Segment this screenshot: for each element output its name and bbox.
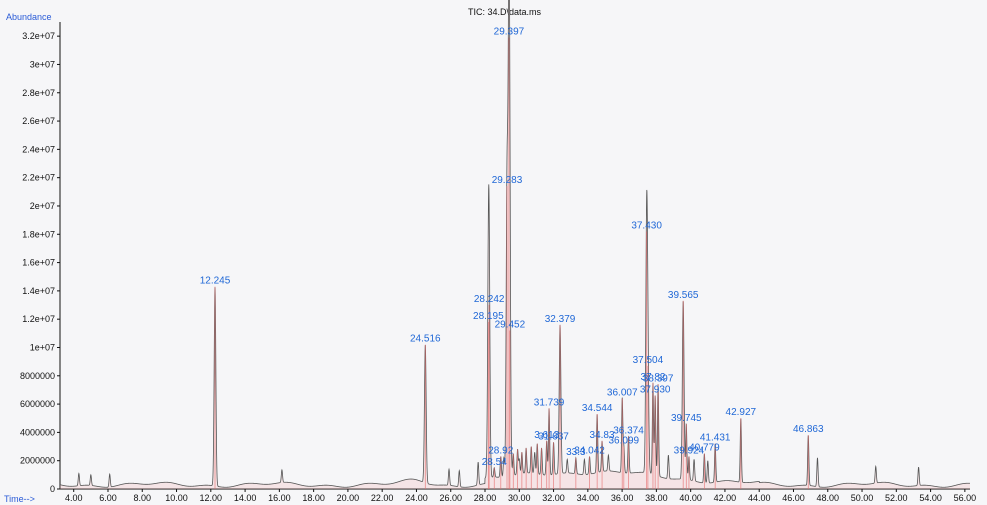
peak-label-38: 46.863 — [793, 424, 824, 435]
peak-label-34: 39.924 — [674, 445, 705, 456]
peak-label-7: 29.397 — [494, 27, 525, 38]
x-tick-label-6: 16.00 — [268, 493, 291, 503]
x-tick-label-12: 28.00 — [474, 493, 497, 503]
peak-label-20: 33.3 — [566, 447, 586, 458]
x-tick-label-0: 4.00 — [65, 493, 83, 503]
peak-label-1: 24.516 — [410, 334, 441, 345]
y-tick-label-4: 8000000 — [20, 371, 55, 381]
x-tick-label-5: 14.00 — [234, 493, 257, 503]
x-tick-label-3: 10.00 — [165, 493, 188, 503]
y-tick-label-6: 1.2e+07 — [22, 314, 55, 324]
peak-label-6: 29.283 — [492, 175, 523, 186]
y-tick-label-1: 2000000 — [20, 456, 55, 466]
x-tick-label-17: 38.00 — [645, 493, 668, 503]
x-tick-label-23: 50.00 — [851, 493, 874, 503]
tic-trace — [59, 0, 970, 489]
x-tick-label-13: 30.00 — [508, 493, 531, 503]
x-tick-label-4: 12.00 — [200, 493, 223, 503]
y-tick-label-5: 1e+07 — [30, 342, 55, 352]
x-tick-label-24: 52.00 — [885, 493, 908, 503]
peak-label-5: 28.92 — [488, 445, 513, 456]
peak-label-37: 42.927 — [726, 407, 757, 418]
peak-label-22: 34.544 — [582, 403, 613, 414]
x-tick-label-1: 6.00 — [99, 493, 117, 503]
y-tick-label-3: 6000000 — [20, 399, 55, 409]
peak-label-29: 37.82 — [640, 372, 665, 383]
x-tick-label-18: 40.00 — [679, 493, 702, 503]
x-tick-label-25: 54.00 — [919, 493, 942, 503]
y-tick-label-7: 1.4e+07 — [22, 286, 55, 296]
peak-label-35: 40.779 — [689, 443, 720, 454]
x-axis-title: Time--> — [4, 494, 35, 504]
axes: 0 2000000 4000000 6000000 8000000 1e+07 1.2e+0… — [20, 22, 976, 503]
peak-label-27: 37.430 — [631, 220, 662, 231]
y-tick-label-15: 3e+07 — [30, 59, 55, 69]
x-tick-label-19: 42.00 — [714, 493, 737, 503]
peak-label-26: 36.099 — [609, 436, 640, 447]
y-tick-label-0: 0 — [50, 484, 55, 494]
x-tick-label-9: 22.00 — [371, 493, 394, 503]
x-tick-label-15: 34.00 — [577, 493, 600, 503]
peak-label-8: 29.452 — [495, 320, 526, 331]
x-tick-label-20: 44.00 — [748, 493, 771, 503]
peak-label-18: 31.637 — [538, 431, 569, 442]
tic-line — [59, 0, 970, 488]
peak-label-25: 36.374 — [613, 426, 644, 437]
peak-label-2: 28.195 — [473, 311, 504, 322]
peak-marks — [214, 37, 809, 489]
y-tick-label-16: 3.2e+07 — [22, 31, 55, 41]
peak-label-23: 34.83 — [590, 430, 615, 441]
peak-label-21: 34.042 — [574, 445, 605, 456]
x-tick-label-22: 48.00 — [816, 493, 839, 503]
peak-label-0: 12.245 — [200, 276, 231, 287]
peak-label-3: 28.242 — [474, 294, 505, 305]
y-tick-label-8: 1.6e+07 — [22, 258, 55, 268]
y-tick-label-10: 2e+07 — [30, 201, 55, 211]
peak-label-32: 39.565 — [668, 290, 699, 301]
x-tick-label-7: 18.00 — [302, 493, 325, 503]
x-tick-label-8: 20.00 — [337, 493, 360, 503]
y-axis-title: Abundance — [6, 12, 52, 22]
x-tick-label-14: 32.00 — [542, 493, 565, 503]
peak-label-16: 31.739 — [534, 397, 565, 408]
peak-label-31: 38.397 — [643, 373, 674, 384]
peak-label-36: 41.431 — [700, 433, 731, 444]
x-tick-label-16: 36.00 — [611, 493, 634, 503]
x-tick-label-26: 56.00 — [954, 493, 977, 503]
x-tick-label-11: 26.00 — [439, 493, 462, 503]
x-tick-label-2: 8.00 — [133, 493, 151, 503]
peak-label-24: 36.007 — [607, 387, 638, 398]
y-tick-label-14: 2.8e+07 — [22, 88, 55, 98]
peak-label-19: 32.379 — [545, 314, 576, 325]
y-tick-label-13: 2.6e+07 — [22, 116, 55, 126]
peak-label-30: 37.930 — [640, 385, 671, 396]
peak-label-28: 37.504 — [633, 355, 664, 366]
x-tick-label-21: 46.00 — [782, 493, 805, 503]
peak-label-4: 28.54 — [482, 457, 507, 468]
y-tick-label-11: 2.2e+07 — [22, 173, 55, 183]
x-tick-label-10: 24.00 — [405, 493, 428, 503]
peak-label-33: 39.745 — [671, 413, 702, 424]
y-tick-label-2: 4000000 — [20, 427, 55, 437]
chart-title: TIC: 34.D\data.ms — [468, 7, 542, 17]
peak-label-17: 3.613 — [534, 430, 559, 441]
y-tick-label-12: 2.4e+07 — [22, 144, 55, 154]
y-tick-label-9: 1.8e+07 — [22, 229, 55, 239]
